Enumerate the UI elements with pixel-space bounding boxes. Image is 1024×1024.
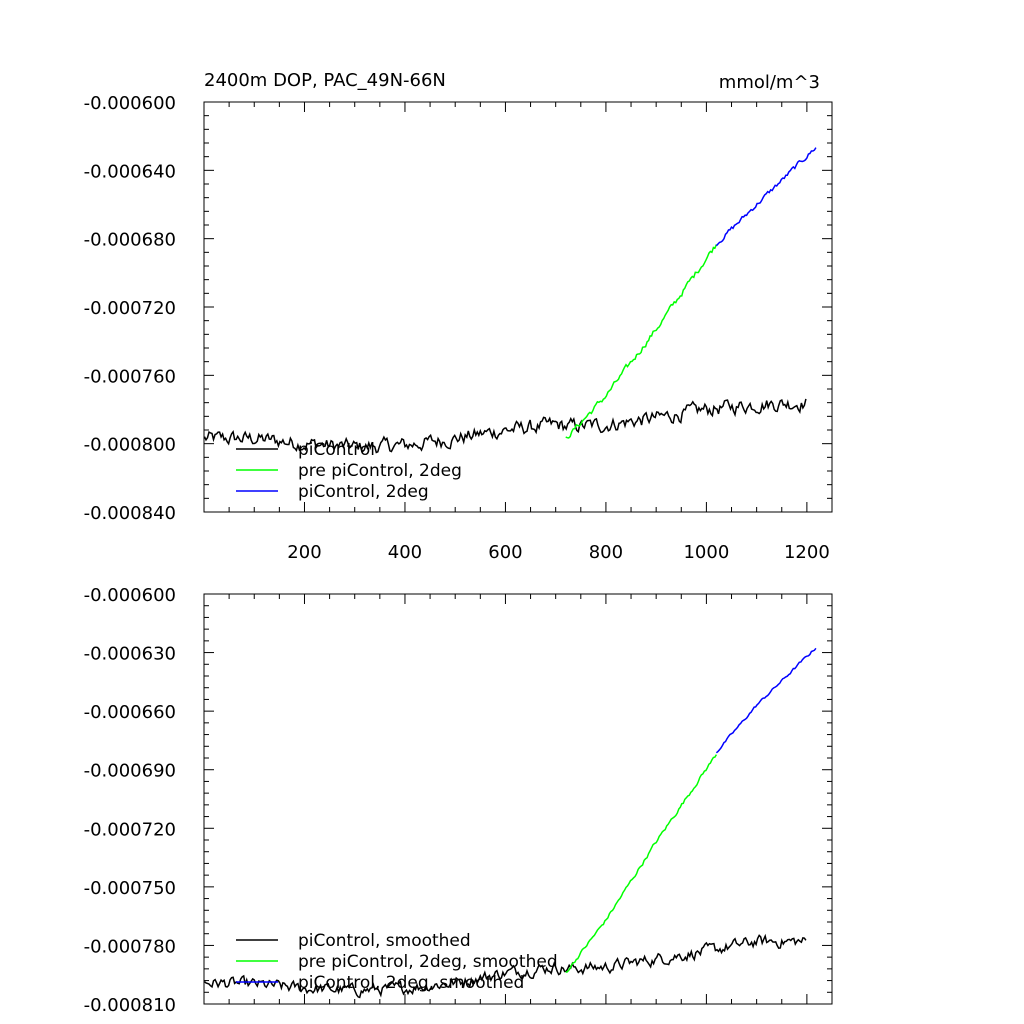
series-line bbox=[565, 754, 718, 973]
series-line bbox=[715, 647, 817, 754]
chart-title: 2400m DOP, PAC_49N-66N bbox=[204, 70, 446, 91]
legend-label: piControl, smoothed bbox=[298, 931, 471, 951]
y-tick-label: -0.000640 bbox=[84, 161, 176, 182]
y-tick-label: -0.000810 bbox=[84, 995, 176, 1016]
series-line bbox=[565, 244, 718, 439]
x-axis bbox=[228, 594, 808, 1004]
y-tick-label: -0.000630 bbox=[84, 644, 176, 665]
x-tick-label: 200 bbox=[287, 542, 321, 563]
y-axis: -0.000600 -0.000640 -0.000680 -0.000720 -0.0… bbox=[84, 93, 832, 524]
x-tick-label: 1200 bbox=[784, 542, 830, 563]
y-tick-label: -0.000720 bbox=[84, 298, 176, 319]
bottom-panel: -0.000600 -0.000630 -0.000660 -0.000690 -0.0… bbox=[84, 585, 833, 1016]
y-tick-label: -0.000750 bbox=[84, 878, 176, 899]
x-tick-label: 1000 bbox=[683, 542, 729, 563]
series-lines bbox=[203, 147, 817, 454]
series-line bbox=[715, 147, 817, 247]
x-tick-label: 600 bbox=[488, 542, 522, 563]
legend-label: pre piControl, 2deg, smoothed bbox=[298, 952, 558, 972]
x-tick-label: 400 bbox=[388, 542, 422, 563]
y-tick-label: -0.000600 bbox=[84, 585, 176, 606]
y-tick-label: -0.000800 bbox=[84, 435, 176, 456]
y-tick-label: -0.000720 bbox=[84, 819, 176, 840]
y-tick-label: -0.000840 bbox=[84, 503, 176, 524]
y-axis: -0.000600 -0.000630 -0.000660 -0.000690 -0.0… bbox=[84, 585, 832, 1016]
y-tick-label: -0.000690 bbox=[84, 761, 176, 782]
y-tick-label: -0.000780 bbox=[84, 936, 176, 957]
y-tick-label: -0.000680 bbox=[84, 230, 176, 251]
legend-label: piControl, 2deg bbox=[298, 482, 429, 502]
plot-frame bbox=[203, 593, 833, 1005]
y-tick-label: -0.000660 bbox=[84, 702, 176, 723]
series-line bbox=[203, 398, 807, 454]
x-axis: 200 400 600 800 1000 1200 bbox=[228, 102, 830, 563]
x-tick-label: 800 bbox=[589, 542, 623, 563]
legend-label: piControl bbox=[298, 440, 375, 460]
series-lines bbox=[204, 647, 817, 999]
legend-label: pre piControl, 2deg bbox=[298, 461, 462, 481]
series-line bbox=[204, 933, 807, 999]
top-panel: 2400m DOP, PAC_49N-66N mmol/m^3 -0.00060… bbox=[84, 70, 833, 563]
y-tick-label: -0.000600 bbox=[84, 93, 176, 114]
units-label: mmol/m^3 bbox=[719, 72, 820, 93]
legend-label: piControl, 2deg, smoothed bbox=[298, 973, 524, 993]
y-tick-label: -0.000760 bbox=[84, 366, 176, 387]
